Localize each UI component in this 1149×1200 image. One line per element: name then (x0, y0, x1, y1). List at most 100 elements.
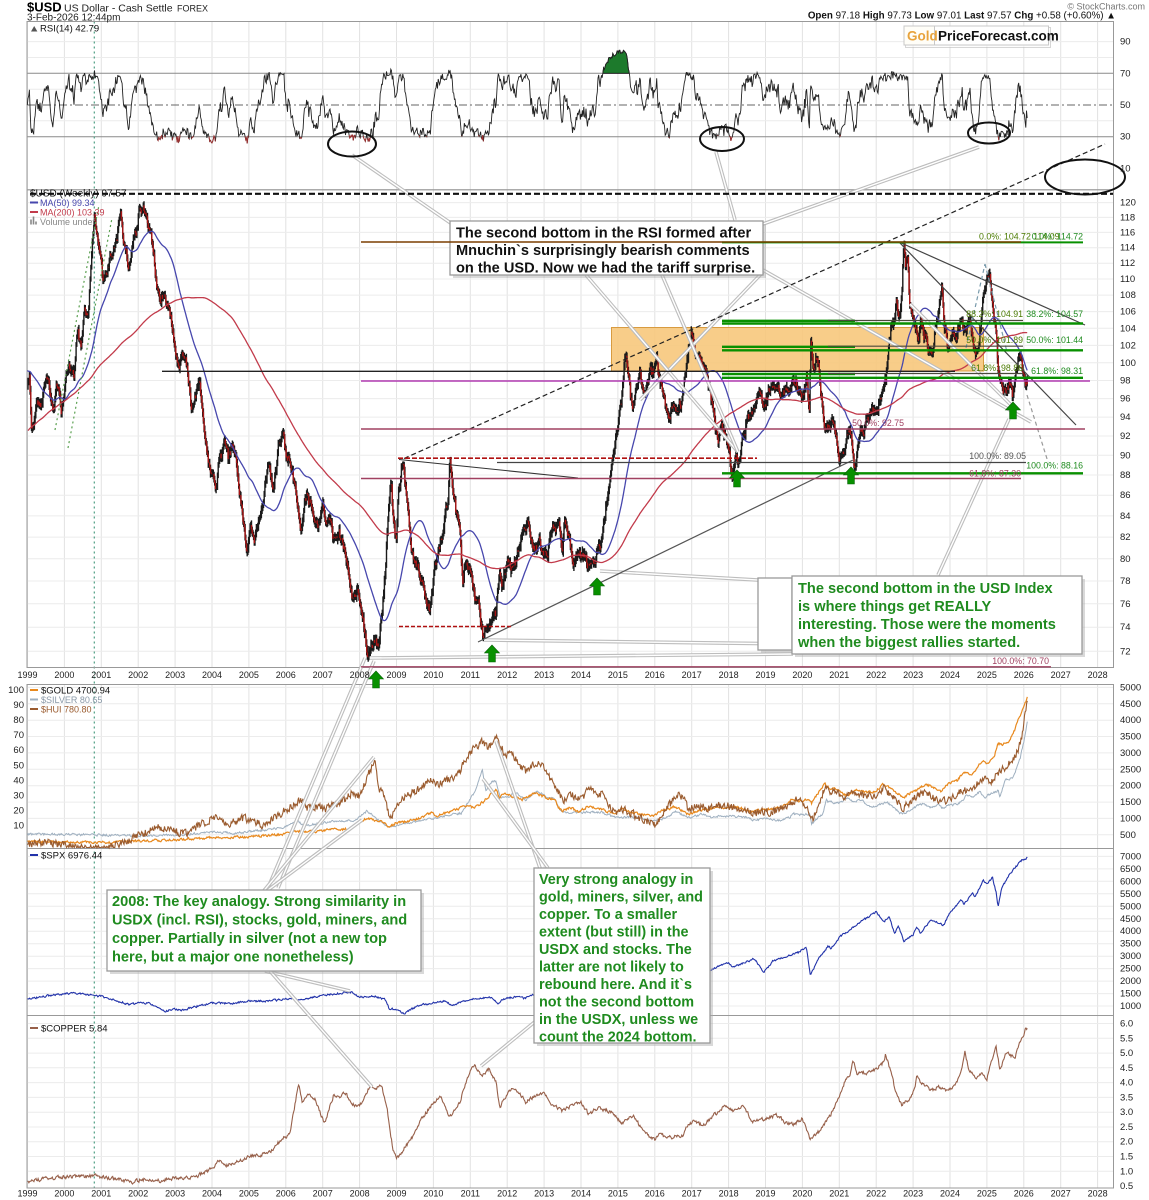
svg-text:2011: 2011 (461, 670, 480, 680)
svg-text:92: 92 (1120, 431, 1131, 442)
svg-text:2020: 2020 (792, 1189, 812, 1199)
svg-text:2013: 2013 (534, 1189, 554, 1199)
svg-text:in the USDX, unless we: in the USDX, unless we (539, 1012, 698, 1028)
svg-text:2021: 2021 (829, 1189, 849, 1199)
svg-text:3.5: 3.5 (1120, 1092, 1133, 1103)
svg-text:Gold: Gold (907, 29, 938, 44)
svg-text:40: 40 (13, 775, 24, 786)
svg-text:3000: 3000 (1120, 951, 1141, 962)
svg-text:4.5: 4.5 (1120, 1063, 1133, 1074)
svg-text:114: 114 (1120, 243, 1135, 254)
svg-text:82: 82 (1120, 532, 1131, 543)
svg-text:The second bottom in the USD I: The second bottom in the USD Index (798, 581, 1053, 597)
svg-text:100: 100 (1120, 358, 1136, 369)
svg-text:2022: 2022 (866, 1189, 886, 1199)
svg-text:74: 74 (1120, 622, 1131, 633)
svg-text:50: 50 (1120, 100, 1131, 111)
svg-text:Volume undef: Volume undef (40, 217, 96, 227)
svg-text:2028: 2028 (1088, 1189, 1108, 1199)
svg-text:6.0: 6.0 (1120, 1019, 1133, 1030)
svg-text:2014: 2014 (571, 1189, 591, 1199)
svg-text:2027: 2027 (1051, 670, 1071, 680)
svg-text:2002: 2002 (128, 1189, 148, 1199)
svg-text:4000: 4000 (1120, 926, 1141, 937)
svg-text:2007: 2007 (313, 670, 333, 680)
svg-text:when the biggest rallies start: when the biggest rallies started. (797, 635, 1020, 651)
svg-text:2017: 2017 (682, 670, 702, 680)
svg-text:60: 60 (13, 745, 24, 756)
svg-text:100: 100 (8, 685, 24, 696)
svg-text:2013: 2013 (534, 670, 554, 680)
svg-text:30: 30 (1120, 132, 1131, 143)
svg-text:2027: 2027 (1051, 1189, 1071, 1199)
svg-text:FOREX: FOREX (177, 4, 208, 14)
svg-text:3-Feb-2026 12:44pm: 3-Feb-2026 12:44pm (27, 12, 120, 23)
svg-text:2006: 2006 (276, 670, 296, 680)
svg-text:1000: 1000 (1120, 1001, 1141, 1012)
svg-text:2015: 2015 (608, 1189, 628, 1199)
svg-text:2028: 2028 (1088, 670, 1108, 680)
svg-text:90: 90 (1120, 450, 1131, 461)
svg-text:© StockCharts.com: © StockCharts.com (1067, 2, 1145, 12)
svg-text:2004: 2004 (202, 1189, 222, 1199)
svg-text:2.0: 2.0 (1120, 1137, 1133, 1148)
svg-text:112: 112 (1120, 258, 1135, 269)
svg-text:0.5: 0.5 (1120, 1181, 1133, 1192)
svg-text:102: 102 (1120, 340, 1136, 351)
svg-text:MA(50) 99.34: MA(50) 99.34 (40, 198, 95, 208)
svg-text:70: 70 (13, 730, 24, 741)
svg-text:90: 90 (1120, 37, 1131, 48)
svg-text:Open 97.18 High 97.73 Low 97.0: Open 97.18 High 97.73 Low 97.01 Last 97.… (808, 11, 1116, 22)
svg-text:2002: 2002 (128, 670, 148, 680)
svg-text:96: 96 (1120, 394, 1131, 405)
svg-text:PriceForecast.com: PriceForecast.com (938, 29, 1059, 44)
svg-text:61.8%: 87.30: 61.8%: 87.30 (969, 469, 1021, 479)
svg-text:2011: 2011 (461, 1189, 480, 1199)
svg-text:2024: 2024 (940, 1189, 960, 1199)
svg-text:2005: 2005 (239, 1189, 259, 1199)
svg-text:2005: 2005 (239, 670, 259, 680)
svg-text:$SILVER 80.65: $SILVER 80.65 (41, 695, 102, 705)
svg-text:2020: 2020 (792, 670, 812, 680)
svg-text:116: 116 (1120, 227, 1135, 238)
svg-text:5000: 5000 (1120, 901, 1141, 912)
svg-text:6000: 6000 (1120, 876, 1141, 887)
svg-text:2008: 2008 (350, 670, 370, 680)
svg-text:90: 90 (13, 700, 24, 711)
svg-text:3.0: 3.0 (1120, 1107, 1133, 1118)
svg-text:108: 108 (1120, 290, 1136, 301)
svg-text:88: 88 (1120, 470, 1131, 481)
svg-text:2026: 2026 (1014, 1189, 1034, 1199)
svg-text:30: 30 (13, 790, 24, 801)
svg-text:2007: 2007 (313, 1189, 333, 1199)
svg-text:here, but a major one nonethel: here, but a major one nonetheless) (112, 950, 354, 966)
svg-text:20: 20 (13, 806, 24, 817)
svg-text:copper. To a smaller: copper. To a smaller (539, 907, 677, 923)
svg-text:1999: 1999 (17, 1189, 37, 1199)
svg-text:2025: 2025 (977, 1189, 997, 1199)
svg-text:2012: 2012 (497, 1189, 517, 1199)
svg-text:38.2%: 104.57: 38.2%: 104.57 (1026, 309, 1083, 319)
svg-text:2000: 2000 (1120, 976, 1141, 987)
svg-text:1.0: 1.0 (1120, 1166, 1133, 1177)
svg-text:2015: 2015 (608, 670, 628, 680)
svg-text:2008: 2008 (350, 1189, 370, 1199)
svg-text:2023: 2023 (903, 670, 923, 680)
svg-text:0.0%: 104.72 114.09: 0.0%: 104.72 114.09 (979, 232, 1060, 242)
svg-text:2017: 2017 (682, 1189, 702, 1199)
svg-text:1500: 1500 (1120, 989, 1141, 1000)
svg-text:5.0: 5.0 (1120, 1048, 1133, 1059)
svg-text:100.0%: 89.05: 100.0%: 89.05 (969, 451, 1026, 461)
svg-text:86: 86 (1120, 490, 1131, 501)
svg-text:not the second bottom: not the second bottom (539, 995, 694, 1011)
svg-text:1.5: 1.5 (1120, 1152, 1133, 1163)
svg-text:2003: 2003 (165, 1189, 185, 1199)
svg-text:2019: 2019 (755, 1189, 775, 1199)
svg-text:RSI(14) 42.79: RSI(14) 42.79 (40, 24, 99, 35)
svg-text:$COPPER 5.84: $COPPER 5.84 (41, 1024, 108, 1035)
svg-text:4500: 4500 (1120, 699, 1141, 710)
svg-text:10: 10 (1120, 163, 1131, 174)
svg-text:2023: 2023 (903, 1189, 923, 1199)
svg-text:USDX and stocks. The: USDX and stocks. The (539, 942, 692, 958)
svg-text:on the USD. Now we had the tar: on the USD. Now we had the tariff surpri… (456, 261, 755, 277)
